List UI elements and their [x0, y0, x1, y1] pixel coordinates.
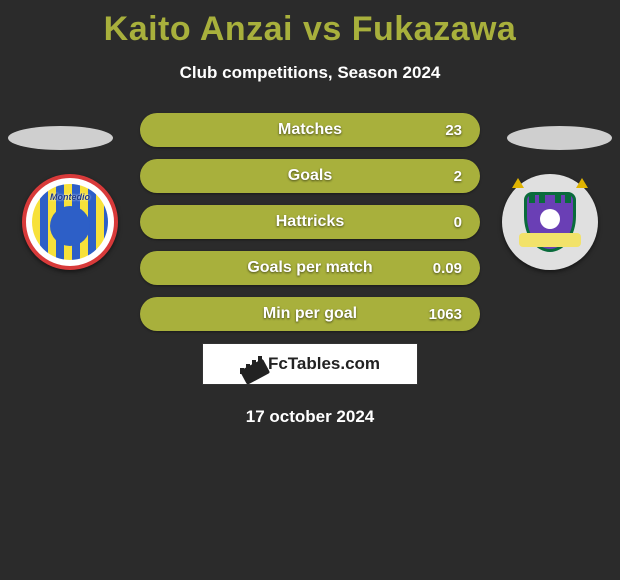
- stat-row: Goals 2: [140, 159, 480, 193]
- stat-value-right: 1063: [429, 306, 462, 323]
- bar-chart-icon: [240, 354, 262, 374]
- date-text: 17 october 2024: [0, 407, 620, 427]
- stat-label: Matches: [278, 121, 342, 139]
- stat-value-right: 2: [454, 168, 462, 185]
- brand-text: FcTables.com: [268, 354, 380, 374]
- ellipse-left: [8, 126, 113, 150]
- brand-box[interactable]: FcTables.com: [202, 343, 418, 385]
- crest-left-pattern: Montedio: [32, 184, 108, 260]
- stat-value-right: 23: [445, 122, 462, 139]
- stat-row: Hattricks 0: [140, 205, 480, 239]
- crest-left: Montedio: [22, 174, 118, 270]
- stat-label: Min per goal: [263, 305, 357, 323]
- ellipse-right: [507, 126, 612, 150]
- stat-value-right: 0: [454, 214, 462, 231]
- stat-label: Goals per match: [247, 259, 372, 277]
- shield-icon: [518, 186, 582, 258]
- crest-right: [502, 174, 598, 270]
- stat-row: Min per goal 1063: [140, 297, 480, 331]
- page-title: Kaito Anzai vs Fukazawa: [0, 0, 620, 49]
- stat-row: Matches 23: [140, 113, 480, 147]
- stat-label: Hattricks: [276, 213, 344, 231]
- stat-label: Goals: [288, 167, 332, 185]
- stat-row: Goals per match 0.09: [140, 251, 480, 285]
- crest-left-label: Montedio: [32, 192, 108, 202]
- stat-value-right: 0.09: [433, 260, 462, 277]
- subtitle: Club competitions, Season 2024: [0, 63, 620, 83]
